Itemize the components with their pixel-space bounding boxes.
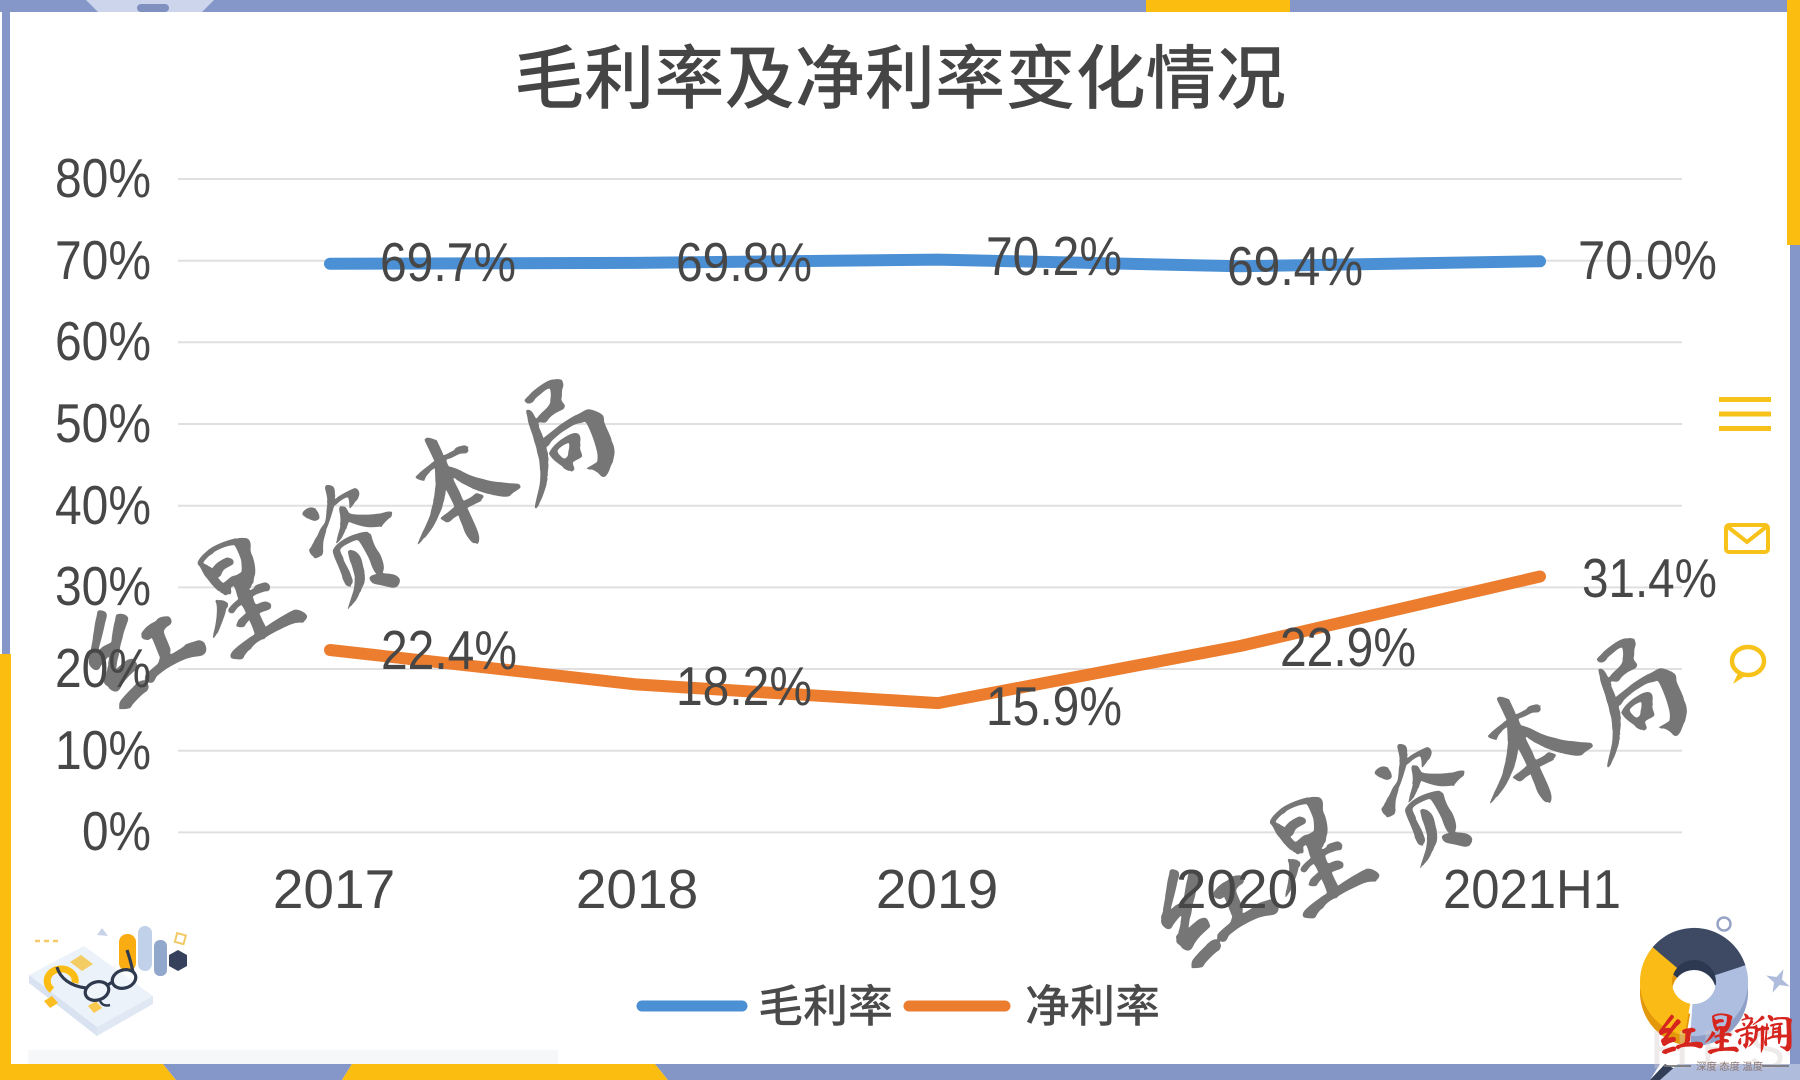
svg-text:70.2%: 70.2% bbox=[986, 225, 1122, 287]
svg-text:22.4%: 22.4% bbox=[381, 619, 517, 681]
svg-text:0%: 0% bbox=[82, 800, 151, 862]
svg-text:69.4%: 69.4% bbox=[1227, 235, 1363, 297]
svg-text:80%: 80% bbox=[55, 147, 151, 209]
svg-text:10%: 10% bbox=[55, 719, 151, 781]
svg-text:18.2%: 18.2% bbox=[676, 655, 812, 717]
svg-text:2018: 2018 bbox=[576, 858, 698, 920]
svg-text:69.7%: 69.7% bbox=[380, 231, 516, 293]
svg-text:40%: 40% bbox=[55, 474, 151, 536]
svg-text:70%: 70% bbox=[55, 229, 151, 291]
svg-text:20%: 20% bbox=[55, 637, 151, 699]
svg-text:2017: 2017 bbox=[273, 858, 395, 920]
svg-text:31.4%: 31.4% bbox=[1582, 547, 1717, 609]
svg-text:2021H1: 2021H1 bbox=[1443, 858, 1621, 920]
svg-text:2019: 2019 bbox=[876, 858, 998, 920]
svg-text:30%: 30% bbox=[55, 555, 151, 617]
svg-text:60%: 60% bbox=[55, 310, 151, 372]
svg-text:70.0%: 70.0% bbox=[1578, 229, 1717, 291]
svg-text:50%: 50% bbox=[55, 392, 151, 454]
svg-text:2020: 2020 bbox=[1176, 858, 1298, 920]
svg-text:15.9%: 15.9% bbox=[986, 675, 1122, 737]
svg-text:22.9%: 22.9% bbox=[1280, 616, 1416, 678]
svg-text:69.8%: 69.8% bbox=[676, 231, 812, 293]
